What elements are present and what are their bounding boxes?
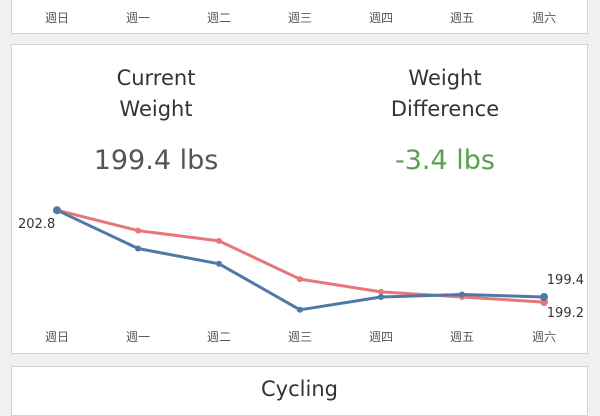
- end-value-label-blue: 199.4: [547, 273, 584, 288]
- end-value-label-red: 199.2: [547, 306, 584, 321]
- data-point[interactable]: [378, 294, 384, 300]
- weight-card: Current Weight 199.4 lbs Weight Differen…: [11, 44, 588, 354]
- cycling-card: Cycling: [11, 366, 588, 416]
- data-point[interactable]: [216, 260, 222, 267]
- weight-line-chart: 週日 週一 週二 週三 週四 週五 週六 202.8 199.4 199.2: [18, 206, 584, 344]
- top-day-label: 週二: [206, 11, 232, 25]
- x-tick-label: 週日: [45, 330, 69, 344]
- data-point[interactable]: [135, 227, 141, 234]
- data-point[interactable]: [297, 276, 303, 283]
- x-tick-label: 週一: [126, 330, 150, 344]
- series-line: [56, 208, 545, 304]
- data-point[interactable]: [540, 293, 548, 301]
- data-point[interactable]: [297, 306, 303, 313]
- top-day-label: 週四: [368, 11, 394, 25]
- top-day-label: 週五: [449, 11, 475, 25]
- cycling-title: Cycling: [261, 377, 338, 401]
- current-weight-value: 199.4 lbs: [93, 145, 219, 176]
- current-weight-title: Current Weight: [116, 66, 196, 121]
- x-tick-label: 週四: [369, 330, 393, 344]
- x-tick-label: 週三: [288, 330, 312, 344]
- data-point[interactable]: [378, 288, 384, 295]
- x-tick-label: 週五: [450, 330, 474, 344]
- data-point[interactable]: [216, 237, 222, 244]
- top-day-label: 週三: [287, 11, 313, 25]
- data-point[interactable]: [135, 245, 141, 252]
- top-day-label: 週一: [125, 11, 151, 25]
- series-line: [56, 208, 545, 312]
- start-value-label: 202.8: [18, 217, 55, 232]
- data-point[interactable]: [53, 206, 61, 215]
- x-tick-label: 週六: [532, 330, 556, 344]
- data-point[interactable]: [459, 291, 465, 298]
- previous-chart-card: [11, 0, 588, 34]
- x-tick-label: 週二: [207, 330, 231, 344]
- weight-difference-value: -3.4 lbs: [395, 145, 495, 176]
- weight-difference-title: Weight Difference: [390, 66, 500, 121]
- top-day-label: 週六: [531, 11, 557, 25]
- top-day-label: 週日: [44, 11, 70, 25]
